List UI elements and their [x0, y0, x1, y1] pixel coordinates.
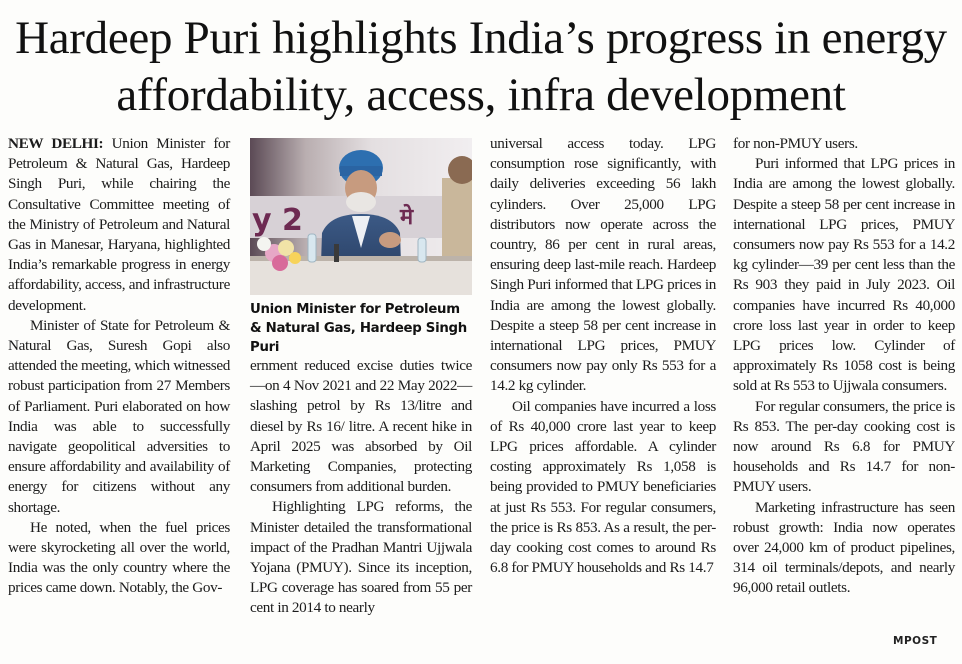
article-column-1: NEW DELHI: Union Minister for Petroleum … — [8, 134, 230, 599]
article-paragraph: For regular consumers, the price is Rs 8… — [733, 397, 955, 496]
paragraph-text: Union Minister for Petroleum & Natural G… — [8, 135, 230, 314]
article-paragraph: He noted, when the fuel prices were skyr… — [8, 518, 230, 597]
source-credit: MPOST — [893, 635, 938, 647]
article-column-4: for non-PMUY users. Puri informed that L… — [733, 134, 955, 599]
article-paragraph: for non-PMUY users. — [733, 135, 858, 152]
article-paragraph: Oil companies have incurred a loss of Rs… — [490, 397, 716, 577]
svg-text:मे: मे — [399, 203, 414, 230]
article-paragraph: Marketing infrastructure has seen robust… — [733, 498, 955, 597]
article-paragraph: ernment reduced excise duties twice—on 4… — [250, 357, 472, 496]
minister-photo: y 2 मे — [250, 138, 472, 295]
photo-of-minister-icon: y 2 मे — [250, 138, 472, 295]
article-paragraph: universal access today. LPG consumption … — [490, 135, 716, 395]
svg-text:y 2: y 2 — [252, 203, 303, 238]
article-column-2: ernment reduced excise duties twice—on 4… — [250, 356, 472, 619]
photo-caption: Union Minister for Petroleum & Natural G… — [250, 302, 467, 355]
article-paragraph: Puri informed that LPG prices in India a… — [733, 155, 955, 395]
article-paragraph: Highlighting LPG reforms, the Minister d… — [250, 498, 472, 617]
dateline: NEW DELHI: — [8, 135, 104, 152]
article-paragraph: Minister of State for Petroleum & Natura… — [8, 316, 230, 516]
article-paragraph: NEW DELHI: Union Minister for Petroleum … — [8, 134, 230, 316]
article-column-3: universal access today. LPG consumption … — [490, 134, 716, 578]
headline: Hardeep Puri highlights India’s progress… — [15, 12, 947, 121]
